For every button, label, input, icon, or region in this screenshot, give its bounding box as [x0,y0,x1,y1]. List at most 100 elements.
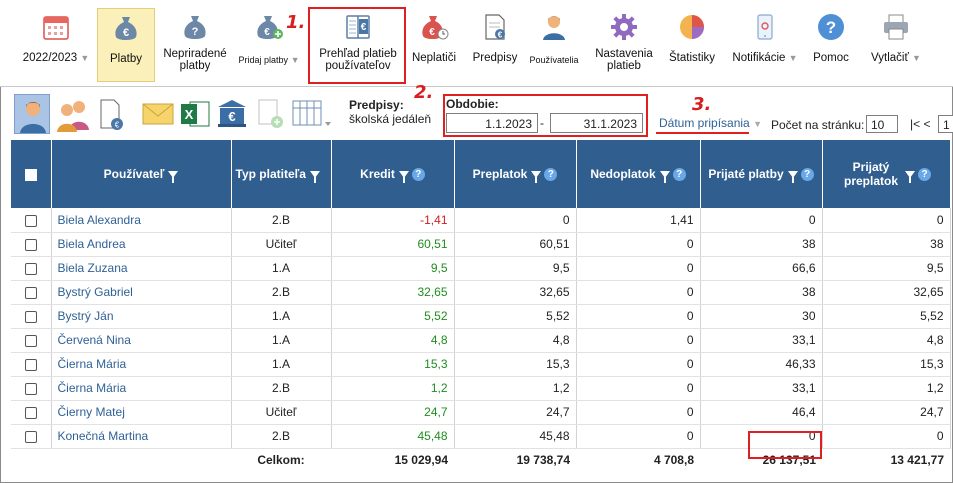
user-name-link[interactable]: Biela Zuzana [51,256,232,281]
pager-first-prev[interactable]: |< < [910,117,931,131]
table-row[interactable]: Čierny Matej Učiteľ 24,7 24,7 0 46,4 24,7 [11,400,951,425]
view-single-user-button[interactable] [14,94,50,134]
columns-button[interactable] [290,98,334,130]
overpayment-cell: 24,7 [454,400,577,425]
filter-icon[interactable] [787,171,798,184]
toolbar-prehlad-label: Prehľad platieb používateľov [319,48,397,72]
table-row[interactable]: Biela Zuzana 1.A 9,5 9,5 0 66,6 9,5 [11,256,951,281]
totals-label: Celkom: [257,453,305,468]
table-row[interactable]: Konečná Martina 2.B 45,48 45,48 0 0 0 [11,424,951,449]
page-number-input[interactable]: 1 [938,115,953,133]
toolbar-pomoc[interactable]: ? Pomoc [806,8,856,82]
toolbar-statistiky[interactable]: Štatistiky [664,8,720,82]
filter-icon[interactable] [309,171,320,184]
table-row[interactable]: Červená Nina 1.A 4,8 4,8 0 33,1 4,8 [11,328,951,353]
row-checkbox[interactable] [24,406,37,419]
payer-type-cell: 1.A [231,256,332,281]
header-typ-platitela[interactable]: Typ platiteľa [231,140,332,208]
toolbar-platby[interactable]: € Platby [97,8,155,82]
view-prescriptions-button[interactable]: € [98,98,126,132]
toolbar-notifikacie[interactable]: Notifikácie ▼ [726,8,804,82]
header-prijaty-preplatok[interactable]: Prijatý preplatok? [822,140,951,208]
toolbar-nepriradene-platby[interactable]: ? Nepriradené platby [160,8,230,82]
total-received-overpayment: 13 421,77 [890,453,944,468]
row-checkbox[interactable] [24,334,37,347]
help-icon[interactable]: ? [411,168,425,182]
table-row[interactable]: Biela Alexandra 2.B -1,41 0 1,41 0 0 [11,208,951,233]
header-prijate-platby[interactable]: Prijaté platby? [700,140,823,208]
toolbar-vytlacit-label: Vytlačiť [871,52,909,64]
received-overpayment-cell: 9,5 [822,256,951,281]
toolbar-pridaj-platby[interactable]: € Pridaj platby ▼ [236,8,302,82]
school-year-selector[interactable]: 2022/2023 ▼ [14,8,98,82]
table-row[interactable]: Čierna Mária 2.B 1,2 1,2 0 33,1 1,2 [11,376,951,401]
toolbar-predpisy[interactable]: € Predpisy [466,8,524,82]
toolbar-vytlacit[interactable]: Vytlačiť ▼ [862,8,930,82]
table-row[interactable]: Bystrý Gabriel 2.B 32,65 32,65 0 38 32,65 [11,280,951,305]
toolbar-prehlad-platieb[interactable]: € Prehľad platieb používateľov [311,8,405,82]
user-name-link[interactable]: Konečná Martina [51,424,232,449]
received-payments-cell: 33,1 [700,328,823,353]
user-name-link[interactable]: Čierna Mária [51,376,232,401]
row-checkbox[interactable] [24,262,37,275]
row-checkbox[interactable] [24,310,37,323]
received-payments-cell: 46,33 [700,352,823,377]
toolbar-neplatici-label: Neplatiči [411,52,457,64]
filter-icon[interactable] [905,170,915,183]
email-button[interactable] [142,102,174,126]
date-to-input[interactable]: 31.1.2023 [550,113,643,133]
excel-export-button[interactable]: X [180,100,210,128]
filter-icon[interactable] [659,171,670,184]
help-icon[interactable]: ? [672,168,686,182]
per-page-input[interactable]: 10 [866,115,898,133]
toolbar-pouzivatelia[interactable]: Používatelia [526,8,582,82]
user-name-link[interactable]: Čierny Matej [51,400,232,425]
header-preplatok[interactable]: Preplatok? [454,140,577,208]
filter-icon[interactable] [398,171,409,184]
filter-icon[interactable] [168,171,179,184]
row-checkbox[interactable] [24,286,37,299]
date-from-input[interactable]: 1.1.2023 [446,113,538,133]
received-overpayment-cell: 4,8 [822,328,951,353]
filter-icon[interactable] [531,171,542,184]
highlight-box-prijate-total [748,431,822,459]
select-all-checkbox[interactable] [24,168,37,181]
payer-type-cell: 2.B [231,424,332,449]
row-checkbox[interactable] [24,214,37,227]
overpayment-cell: 32,65 [454,280,577,305]
date-mode-select[interactable]: Dátum pripísania ▼ [659,116,762,130]
help-icon[interactable]: ? [544,168,558,182]
view-group-users-button[interactable] [52,94,94,134]
row-checkbox[interactable] [24,382,37,395]
table-row[interactable]: Bystrý Ján 1.A 5,52 5,52 0 30 5,52 [11,304,951,329]
toolbar-nastavenia-platieb[interactable]: Nastavenia platieb [588,8,660,82]
overpayment-cell: 60,51 [454,232,577,257]
help-icon[interactable]: ? [918,167,931,181]
pridaj-platby-text: Pridaj platby [238,55,289,65]
svg-text:€: € [123,27,129,39]
predpisy-filter[interactable]: Predpisy: školská jedáleň [349,98,431,126]
payer-type-cell: 1.A [231,304,332,329]
bank-button[interactable]: € [216,98,248,128]
table-row[interactable]: Čierna Mária 1.A 15,3 15,3 0 46,33 15,3 [11,352,951,377]
user-name-link[interactable]: Bystrý Gabriel [51,280,232,305]
add-document-button[interactable] [256,98,286,130]
document-add-icon [258,99,283,128]
header-label: Prijatý preplatok [843,160,898,188]
user-name-link[interactable]: Biela Alexandra [51,208,232,233]
toolbar-pomoc-label: Pomoc [813,52,849,64]
user-name-link[interactable]: Biela Andrea [51,232,232,257]
total-credit: 15 029,94 [394,453,448,468]
row-checkbox[interactable] [24,358,37,371]
header-nedoplatok[interactable]: Nedoplatok? [576,140,701,208]
help-icon[interactable]: ? [800,168,814,182]
table-row[interactable]: Biela Andrea Učiteľ 60,51 60,51 0 38 38 [11,232,951,257]
user-name-link[interactable]: Čierna Mária [51,352,232,377]
row-checkbox[interactable] [24,238,37,251]
header-pouzivatel[interactable]: Používateľ [51,140,232,208]
user-name-link[interactable]: Červená Nina [51,328,232,353]
header-kredit[interactable]: Kredit? [331,140,455,208]
user-name-link[interactable]: Bystrý Ján [51,304,232,329]
row-checkbox[interactable] [24,430,37,443]
toolbar-neplatici[interactable]: € Neplatiči [406,8,462,82]
